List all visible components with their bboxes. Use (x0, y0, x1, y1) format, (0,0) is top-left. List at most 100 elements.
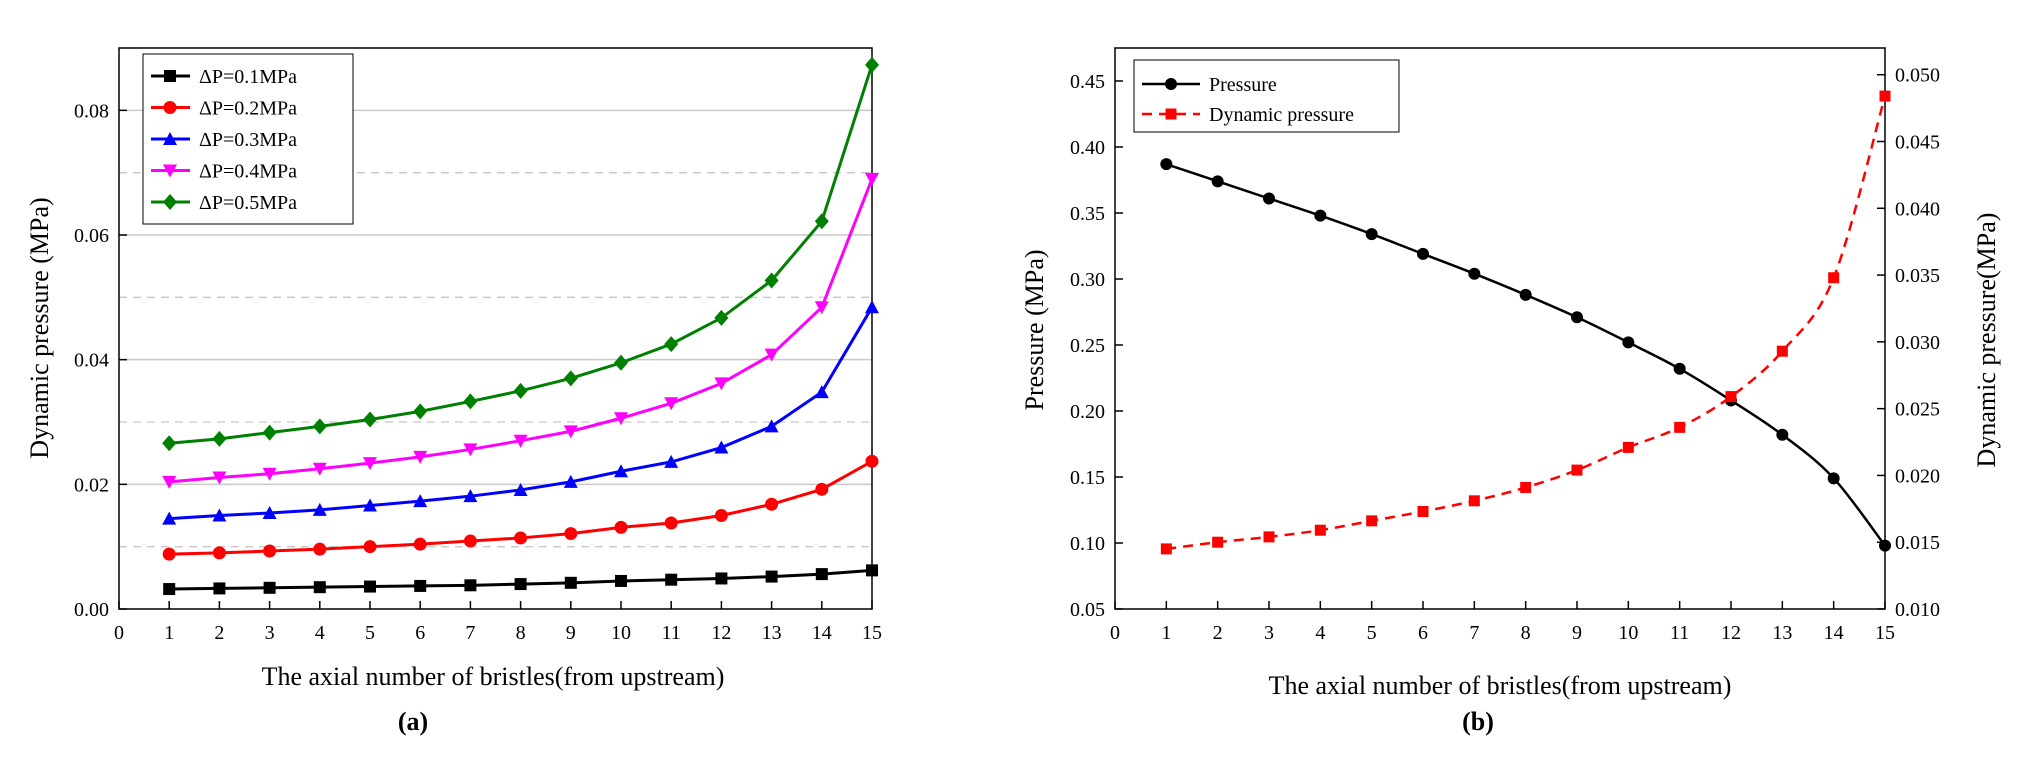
chart-b-right-y-ticks: 0.010 0.015 0.020 0.025 0.030 0.035 0.040 0.045… (1877, 65, 1940, 621)
data-point (1160, 158, 1173, 171)
x-tick-label: 2 (1213, 622, 1223, 644)
x-tick-label: 3 (1264, 622, 1274, 644)
data-point (564, 527, 578, 541)
data-point (714, 309, 729, 326)
data-point (312, 502, 327, 516)
series-line (1166, 95, 1887, 551)
y-tick-label: 0.010 (1895, 599, 1940, 621)
data-point (1160, 543, 1172, 555)
data-point (814, 301, 829, 315)
data-point (212, 430, 227, 447)
chart-b-legend-box (1133, 59, 1400, 133)
x-tick-label: 12 (1721, 622, 1741, 644)
data-point (1314, 209, 1327, 222)
data-point (414, 579, 427, 592)
chart-a-series (162, 56, 879, 596)
data-point (1468, 495, 1480, 507)
data-point (614, 520, 628, 534)
x-tick-label: 5 (365, 622, 375, 644)
data-point (814, 385, 829, 399)
series-1 (163, 564, 878, 596)
x-tick-label: 13 (762, 622, 782, 644)
data-point (664, 397, 679, 411)
data-point (212, 471, 227, 485)
chart-b-legend: Pressure Dynamic pressure (1133, 59, 1400, 133)
x-tick-label: 8 (1521, 622, 1531, 644)
data-point (413, 403, 428, 420)
y-tick-label: 0.05 (1070, 599, 1105, 621)
x-tick-label: 10 (1618, 622, 1638, 644)
data-point (263, 544, 277, 558)
data-point (715, 572, 728, 585)
data-point (563, 370, 578, 387)
data-point (614, 464, 628, 478)
data-point (1263, 531, 1275, 543)
data-point (162, 547, 176, 561)
data-point (1365, 228, 1378, 241)
data-point (1519, 288, 1532, 301)
data-point (714, 377, 729, 391)
legend-marker (163, 101, 177, 114)
data-point (413, 494, 428, 508)
legend-label: Pressure (1209, 74, 1277, 96)
data-point (1622, 336, 1635, 349)
data-point (262, 506, 277, 520)
y-tick-label: 0.030 (1895, 332, 1940, 354)
legend-label: ΔP=0.3MPa (199, 129, 297, 151)
y-tick-label: 0.020 (1895, 465, 1940, 487)
legend-marker (164, 70, 176, 82)
x-tick-label: 10 (611, 622, 631, 644)
data-point (463, 534, 477, 548)
data-point (714, 509, 728, 522)
data-point (413, 450, 428, 464)
data-point (1314, 524, 1326, 536)
data-point (463, 489, 478, 503)
x-tick-label: 5 (1367, 622, 1377, 644)
data-point (514, 578, 527, 591)
y-tick-label: 0.035 (1895, 265, 1940, 287)
data-point (1673, 362, 1686, 375)
legend-marker (163, 194, 177, 210)
legend-label: ΔP=0.5MPa (199, 192, 297, 214)
data-point (262, 467, 277, 481)
data-point (162, 435, 177, 452)
y-tick-label: 0.02 (74, 474, 109, 496)
data-point (815, 482, 829, 496)
x-tick-label: 12 (711, 622, 731, 644)
data-point (1211, 175, 1224, 188)
x-tick-label: 4 (1315, 622, 1325, 644)
y-tick-label: 0.10 (1070, 533, 1105, 555)
data-point (463, 443, 478, 457)
x-tick-label: 6 (415, 622, 425, 644)
data-point (1212, 536, 1224, 548)
legend-label: ΔP=0.1MPa (199, 66, 297, 88)
y-tick-label: 0.25 (1070, 335, 1105, 357)
chart-a-frame (118, 47, 873, 610)
data-point (212, 546, 226, 560)
chart-a-panel-label: (a) (398, 707, 428, 736)
data-point (1827, 472, 1840, 485)
data-point (1674, 421, 1686, 433)
series-dynamic-pressure (1160, 90, 1891, 555)
chart-b-frame (1114, 47, 1886, 610)
data-point (1828, 272, 1840, 284)
y-tick-label: 0.15 (1070, 467, 1105, 489)
data-point (262, 424, 277, 441)
data-point (162, 511, 177, 525)
chart-b: 0 1 2 3 4 5 6 7 8 9 10 11 12 13 14 15 0.050.100.150.200… (1020, 47, 2001, 736)
y-tick-label: 0.06 (74, 225, 109, 247)
y-tick-label: 0.015 (1895, 532, 1940, 554)
data-point (363, 498, 377, 512)
data-point (714, 440, 729, 454)
chart-a-x-axis-label: The axial number of bristles(from upstre… (262, 662, 725, 691)
data-point (1263, 192, 1275, 205)
data-point (213, 582, 226, 595)
y-tick-label: 0.025 (1895, 399, 1940, 421)
x-tick-label: 13 (1772, 622, 1792, 644)
data-point (1417, 505, 1429, 517)
x-tick-label: 9 (566, 622, 576, 644)
data-point (363, 411, 377, 428)
data-point (1468, 267, 1481, 280)
chart-a-y-axis-label: Dynamic pressure (MPa) (25, 197, 54, 458)
